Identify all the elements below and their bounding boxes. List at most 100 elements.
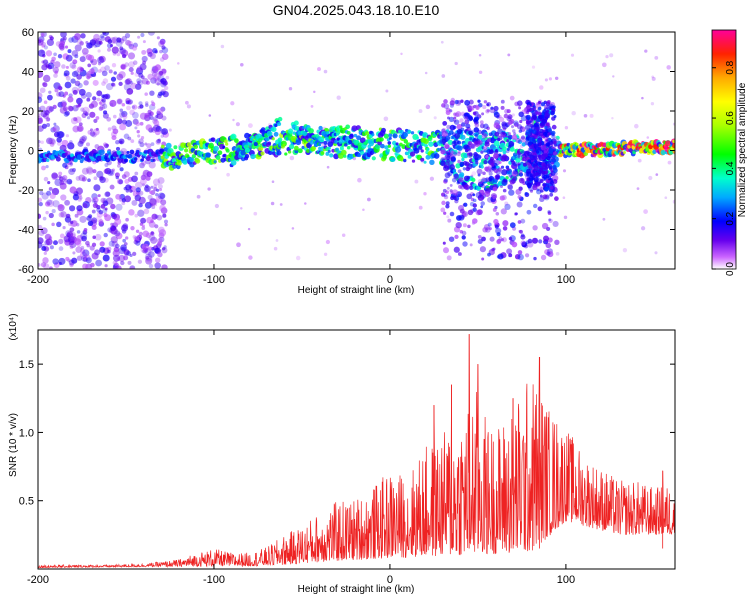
spectral-cell: [496, 232, 501, 237]
spectral-cell: [129, 149, 135, 155]
spectral-cell: [291, 227, 295, 230]
spectral-cell: [343, 154, 347, 158]
spectral-cell: [160, 90, 166, 96]
spectral-cell: [131, 104, 138, 110]
spectral-cell: [461, 122, 466, 127]
spectral-cell: [139, 63, 147, 71]
spectral-cell: [123, 133, 130, 140]
spectral-cell: [161, 45, 166, 50]
spectral-cell: [455, 111, 462, 117]
spectral-cell: [76, 241, 82, 247]
spectral-cell: [124, 178, 130, 184]
spectral-cell: [116, 98, 123, 105]
spectral-cell: [318, 125, 323, 131]
spectral-cell: [137, 259, 143, 264]
spectral-cell: [483, 100, 488, 104]
spectral-cell: [495, 174, 501, 180]
spectral-cell: [92, 79, 99, 86]
spectral-cell: [39, 190, 44, 196]
spectral-cell: [555, 251, 560, 256]
spectral-cell: [306, 148, 310, 153]
spectral-cell: [145, 124, 153, 131]
spectral-cell: [48, 212, 54, 219]
spectral-cell: [58, 91, 65, 98]
spectral-cell: [622, 150, 627, 155]
spectral-cell: [317, 67, 321, 72]
spectral-cell: [124, 62, 130, 67]
spectral-cell: [457, 252, 462, 256]
spectral-cell: [156, 108, 164, 115]
spectral-cell: [115, 193, 121, 200]
spectral-cell: [493, 110, 499, 116]
spectral-cell: [41, 44, 46, 48]
spectral-cell: [480, 201, 485, 206]
spectral-cell: [106, 116, 112, 122]
spectral-cell: [193, 144, 199, 150]
spectral-cell: [453, 246, 460, 253]
spectral-cell: [643, 209, 648, 214]
spectral-cell: [54, 70, 59, 75]
spectral-cell: [493, 153, 499, 159]
spectral-cell: [304, 202, 307, 205]
spectral-cell: [540, 122, 544, 127]
spectral-cell: [454, 199, 459, 204]
spectral-cell: [43, 251, 47, 255]
spectral-cell: [89, 111, 96, 118]
spectral-cell: [477, 178, 484, 185]
spectral-cell: [467, 105, 473, 112]
spectral-cell: [543, 235, 549, 242]
spectral-cell: [46, 137, 53, 145]
spectral-cell: [51, 172, 58, 179]
spectral-cell: [137, 134, 141, 138]
spectral-cell: [185, 100, 189, 105]
spectral-cell: [144, 101, 149, 105]
spectral-cell: [64, 81, 72, 89]
spectral-cell: [62, 162, 68, 168]
spectral-cell: [452, 169, 456, 173]
spectral-cell: [130, 82, 137, 90]
spectral-cell: [529, 154, 535, 161]
spectral-cell: [86, 76, 91, 80]
spectral-cell: [158, 229, 167, 237]
spectral-cell: [146, 143, 152, 149]
snr-y-tick-label: 0.5: [19, 496, 34, 508]
spectral-cell: [418, 145, 423, 150]
spectral-cell: [535, 126, 541, 132]
spectral-cell: [58, 171, 63, 176]
spectral-cell: [505, 149, 510, 154]
spectral-cell: [162, 247, 166, 251]
spectral-cell: [146, 216, 153, 224]
snr-y-tick-label: 1.0: [19, 427, 34, 439]
spectral-cell: [76, 154, 83, 161]
colorbar-tick-label: 0.6: [725, 111, 736, 125]
spectral-cell: [547, 251, 554, 258]
snr-x-tick-label: 100: [557, 574, 575, 586]
spectral-cell: [133, 239, 139, 245]
spectral-cell: [433, 116, 437, 120]
spectral-cell: [131, 199, 138, 206]
spectral-cell: [100, 66, 107, 73]
spectral-cell: [110, 212, 116, 218]
spectral-cell: [153, 119, 160, 126]
spectral-cell: [145, 257, 153, 265]
spectral-cell: [516, 124, 523, 130]
spectral-cell: [58, 246, 64, 251]
spectral-cell: [485, 154, 489, 159]
spectral-cell: [81, 135, 88, 141]
spectral-cell: [519, 229, 523, 234]
spectral-cell: [380, 143, 385, 149]
spectral-cell: [109, 44, 114, 48]
spectral-cell: [102, 208, 108, 214]
spectral-cell: [138, 138, 144, 144]
spectral-cell: [546, 100, 551, 104]
spectral-cell: [491, 247, 495, 252]
spectral-cell: [480, 205, 484, 209]
spectral-cell: [520, 233, 525, 238]
spectral-cell: [117, 164, 121, 168]
spectral-cell: [161, 264, 168, 269]
spectral-cell: [132, 60, 138, 65]
spectral-cell: [536, 147, 541, 152]
spectral-cell: [191, 154, 196, 159]
spectral-cell: [440, 207, 446, 213]
spectral-cell: [160, 144, 165, 149]
